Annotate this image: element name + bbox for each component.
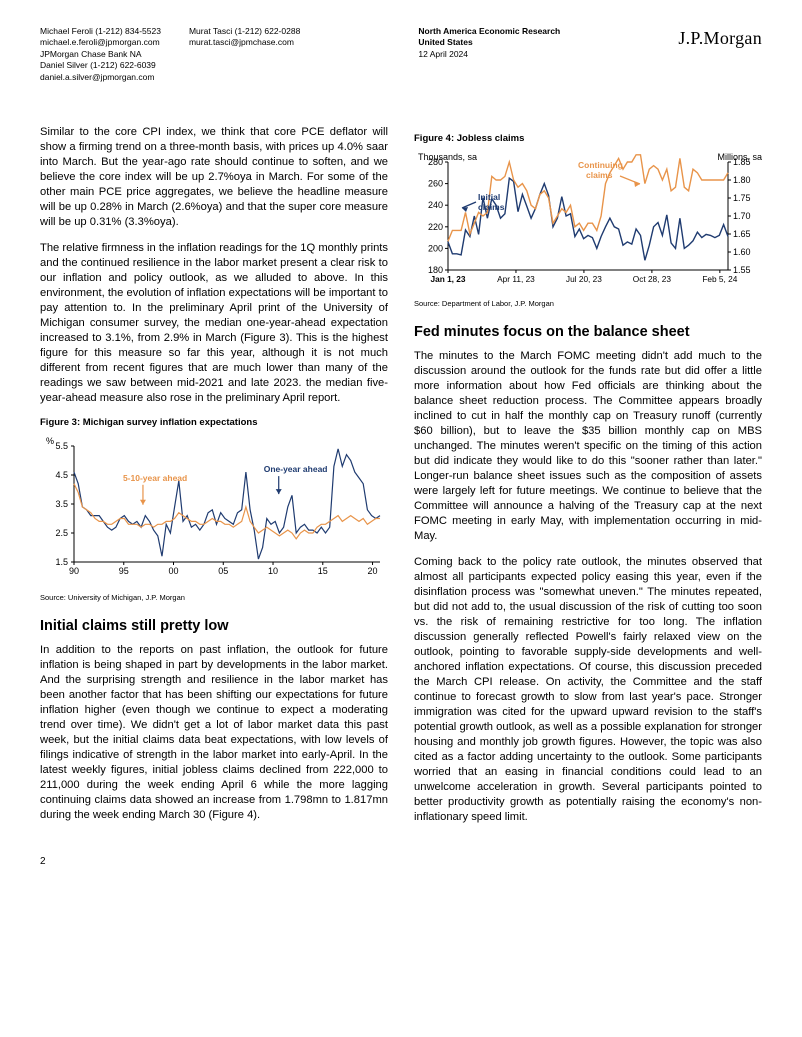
body-paragraph: The relative firmness in the inflation r… <box>40 241 388 406</box>
svg-text:One-year ahead: One-year ahead <box>264 464 328 474</box>
author-email: michael.e.feroli@jpmorgan.com <box>40 37 161 48</box>
svg-text:2.5: 2.5 <box>55 528 68 538</box>
svg-text:Jan 1, 23: Jan 1, 23 <box>430 274 465 284</box>
svg-text:Oct 28, 23: Oct 28, 23 <box>633 274 672 284</box>
author-line: Murat Tasci (1-212) 622-0288 <box>189 26 300 37</box>
svg-text:10: 10 <box>268 566 278 576</box>
right-column: Figure 4: Jobless claims Thousands, saMi… <box>414 125 762 835</box>
body-paragraph: Similar to the core CPI index, we think … <box>40 125 388 230</box>
body-paragraph: In addition to the reports on past infla… <box>40 643 388 823</box>
research-region: North America Economic Research <box>418 26 560 37</box>
svg-text:280: 280 <box>428 157 443 167</box>
author-org: JPMorgan Chase Bank NA <box>40 49 161 60</box>
svg-text:00: 00 <box>169 566 179 576</box>
author-block-1: Michael Feroli (1-212) 834-5523 michael.… <box>40 26 161 83</box>
country: United States <box>418 37 560 48</box>
svg-text:1.85: 1.85 <box>733 157 751 167</box>
svg-text:Initial: Initial <box>478 192 500 202</box>
body-paragraph: The minutes to the March FOMC meeting di… <box>414 349 762 544</box>
page-number: 2 <box>40 856 762 867</box>
svg-text:200: 200 <box>428 243 443 253</box>
section-heading: Fed minutes focus on the balance sheet <box>414 323 762 342</box>
svg-text:95: 95 <box>119 566 129 576</box>
svg-text:1.5: 1.5 <box>55 557 68 567</box>
svg-text:220: 220 <box>428 222 443 232</box>
figure-title: Figure 4: Jobless claims <box>414 133 762 146</box>
svg-text:5.5: 5.5 <box>55 441 68 451</box>
svg-text:20: 20 <box>368 566 378 576</box>
section-heading: Initial claims still pretty low <box>40 617 388 636</box>
jpmorgan-logo: J.P.Morgan <box>678 26 762 83</box>
figure-4-chart: Thousands, saMillions, sa180200220240260… <box>414 148 762 293</box>
svg-text:1.70: 1.70 <box>733 211 751 221</box>
svg-text:claims: claims <box>586 170 613 180</box>
publication-info: North America Economic Research United S… <box>418 26 560 83</box>
figure-source: Source: University of Michigan, J.P. Mor… <box>40 593 388 603</box>
svg-text:Feb 5, 24: Feb 5, 24 <box>702 274 737 284</box>
figure-source: Source: Department of Labor, J.P. Morgan <box>414 299 762 309</box>
author-block-2: Murat Tasci (1-212) 622-0288 murat.tasci… <box>189 26 300 83</box>
author-line: Michael Feroli (1-212) 834-5523 <box>40 26 161 37</box>
svg-text:Apr 11, 23: Apr 11, 23 <box>497 274 535 284</box>
svg-text:15: 15 <box>318 566 328 576</box>
svg-text:Jul 20, 23: Jul 20, 23 <box>566 274 602 284</box>
svg-text:3.5: 3.5 <box>55 499 68 509</box>
figure-title: Figure 3: Michigan survey inflation expe… <box>40 417 388 430</box>
svg-text:05: 05 <box>218 566 228 576</box>
left-column: Similar to the core CPI index, we think … <box>40 125 388 835</box>
document-header: Michael Feroli (1-212) 834-5523 michael.… <box>40 26 762 83</box>
svg-text:1.60: 1.60 <box>733 247 751 257</box>
svg-text:4.5: 4.5 <box>55 470 68 480</box>
figure-3-chart: % 1.5 2.5 3.5 4.5 5.5 90 95 00 05 10 15 20 5-10-year … <box>40 432 388 587</box>
figure-3: Figure 3: Michigan survey inflation expe… <box>40 417 388 603</box>
svg-text:1.65: 1.65 <box>733 229 751 239</box>
svg-text:Thousands, sa: Thousands, sa <box>418 152 477 162</box>
svg-text:90: 90 <box>69 566 79 576</box>
svg-text:1.80: 1.80 <box>733 175 751 185</box>
author-line: Daniel Silver (1-212) 622-6039 <box>40 60 161 71</box>
svg-text:5-10-year ahead: 5-10-year ahead <box>123 473 187 483</box>
svg-text:claims: claims <box>478 202 505 212</box>
svg-text:%: % <box>46 436 54 446</box>
svg-text:1.75: 1.75 <box>733 193 751 203</box>
figure-4: Figure 4: Jobless claims Thousands, saMi… <box>414 133 762 309</box>
svg-text:240: 240 <box>428 200 443 210</box>
author-email: daniel.a.silver@jpmorgan.com <box>40 72 161 83</box>
author-email: murat.tasci@jpmchase.com <box>189 37 300 48</box>
svg-text:260: 260 <box>428 179 443 189</box>
body-paragraph: Coming back to the policy rate outlook, … <box>414 555 762 825</box>
svg-text:Continuing: Continuing <box>578 160 623 170</box>
publication-date: 12 April 2024 <box>418 49 560 60</box>
